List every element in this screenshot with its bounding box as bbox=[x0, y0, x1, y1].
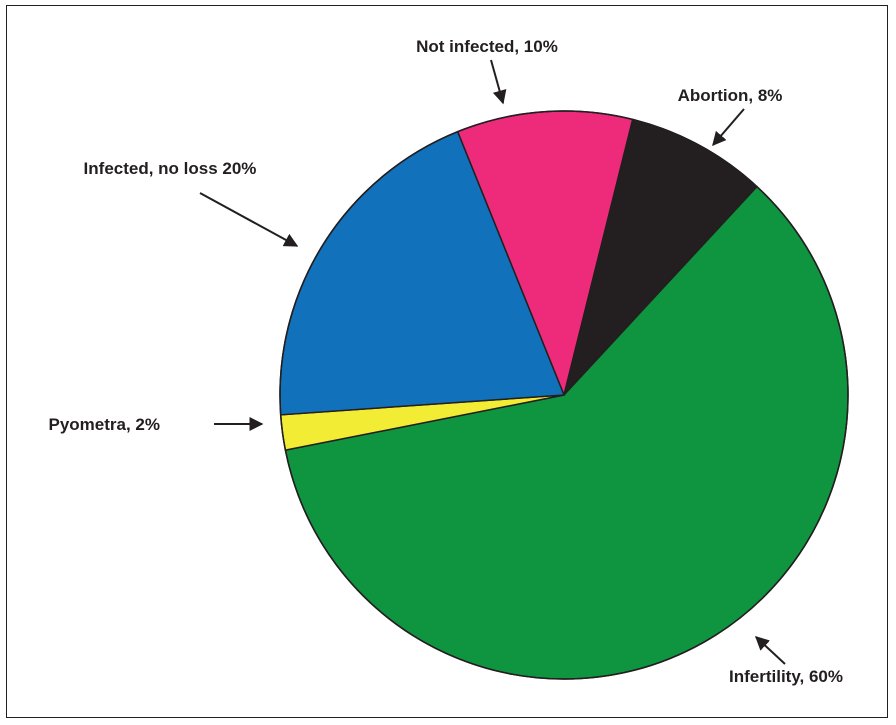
slice-label-pyometra: Pyometra, 2% bbox=[49, 415, 161, 434]
pointer-arrow-not-infected bbox=[490, 59, 507, 105]
slice-label-infertility: Infertility, 60% bbox=[729, 667, 843, 686]
pie-slices bbox=[279, 110, 849, 680]
pointer-arrow-abortion bbox=[712, 108, 745, 147]
pointer-arrow-infertility bbox=[754, 636, 786, 665]
slice-label-abortion: Abortion, 8% bbox=[678, 86, 783, 105]
slice-labels: Not infected, 10% Abortion, 8% Infertility… bbox=[49, 37, 844, 686]
pie-outline bbox=[279, 110, 849, 680]
slice-label-not-infected: Not infected, 10% bbox=[416, 37, 558, 56]
slice-label-infected-no-loss: Infected, no loss 20% bbox=[84, 159, 257, 178]
label-pointers bbox=[199, 59, 786, 665]
pointer-arrow-infected-no-loss bbox=[199, 192, 299, 247]
